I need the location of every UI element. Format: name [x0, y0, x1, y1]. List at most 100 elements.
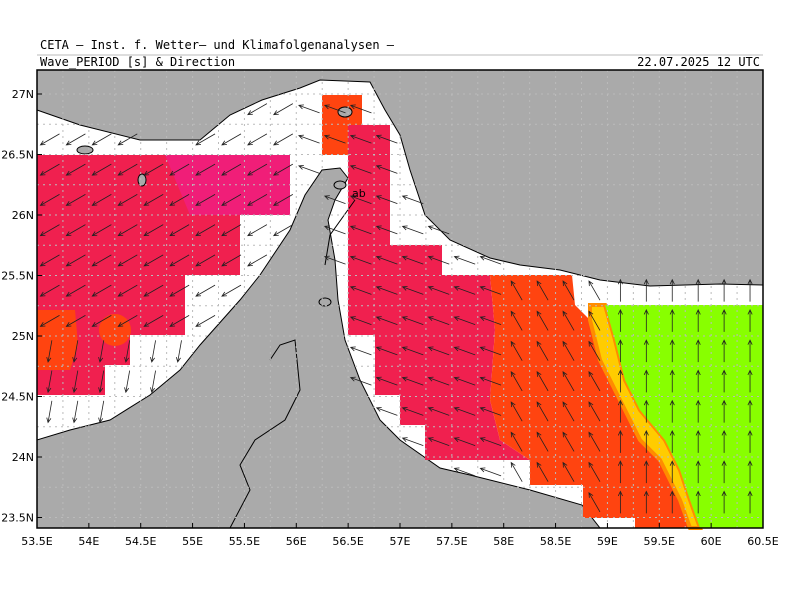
arrow: [143, 284, 164, 297]
arrow: [195, 284, 216, 297]
arrow: [349, 134, 372, 144]
arrow: [747, 399, 753, 423]
arrow: [221, 163, 242, 176]
arrow: [721, 278, 727, 302]
arrow: [124, 370, 131, 394]
arrow: [143, 163, 164, 176]
arrow: [617, 339, 623, 363]
arrow: [510, 340, 523, 361]
arrow: [349, 346, 372, 356]
map-title: Wave_PERIOD [s] & Direction: [40, 55, 235, 69]
lon-label: 55.5E: [229, 535, 260, 548]
arrow: [195, 163, 216, 176]
lat-label: 24N: [12, 451, 34, 464]
arrow: [323, 255, 346, 265]
arrow: [39, 315, 60, 327]
island: [337, 106, 353, 118]
arrow: [721, 399, 727, 423]
arrow: [272, 163, 294, 176]
arrow: [91, 284, 112, 297]
arrow: [98, 400, 105, 424]
lon-label: 54.5E: [125, 535, 156, 548]
direction-arrows: [39, 103, 753, 514]
period-red: [348, 125, 530, 460]
arrow: [479, 316, 502, 326]
arrow: [695, 429, 701, 453]
arrow: [375, 407, 398, 416]
arrow: [65, 315, 86, 327]
arrow: [721, 429, 727, 453]
arrow: [643, 339, 649, 363]
arrow: [298, 134, 320, 144]
lon-label: 57E: [390, 535, 411, 548]
arrow: [46, 370, 53, 394]
arrow: [375, 195, 398, 205]
arrow: [588, 431, 601, 452]
arrow: [39, 194, 60, 206]
border-line: [229, 339, 301, 529]
arrow: [536, 431, 549, 452]
institute: CETA – Inst. f. Wetter– und Klimafolgena…: [40, 38, 395, 52]
island: [137, 173, 147, 187]
arrow: [65, 254, 86, 267]
arrow: [643, 278, 649, 302]
arrow: [195, 254, 216, 267]
arrow: [98, 340, 105, 363]
arrow: [349, 376, 372, 386]
arrow: [695, 399, 701, 423]
arrow: [453, 437, 476, 447]
arrow: [401, 316, 424, 326]
period-green: [605, 305, 763, 528]
arrow: [349, 165, 372, 174]
islands: [76, 106, 353, 307]
arrow: [479, 255, 502, 265]
arrow: [401, 346, 424, 356]
arrow: [479, 286, 502, 295]
arrow: [39, 284, 60, 297]
arrow: [117, 133, 138, 146]
arrow: [401, 407, 424, 416]
arrow: [669, 429, 675, 453]
arrow: [669, 278, 675, 302]
arrow: [669, 308, 675, 332]
arrow: [695, 369, 701, 393]
arrow: [643, 460, 649, 484]
arrow: [169, 163, 190, 176]
arrow: [72, 370, 79, 394]
arrow: [272, 103, 294, 116]
arrow: [588, 310, 601, 331]
arrow: [401, 376, 424, 386]
arrow: [427, 346, 450, 356]
arrow: [401, 255, 424, 265]
arrow: [721, 369, 727, 393]
arrow: [588, 401, 601, 422]
arrow: [39, 224, 60, 237]
period-magenta: [165, 155, 290, 215]
arrow: [117, 194, 138, 206]
arrow: [747, 278, 753, 302]
arrow: [643, 308, 649, 332]
lat-label: 24.5N: [1, 391, 34, 404]
arrow: [479, 346, 502, 356]
arrow: [669, 369, 675, 393]
arrow: [695, 490, 701, 514]
arrow: [747, 369, 753, 393]
arrow: [669, 399, 675, 423]
arrow: [298, 104, 320, 114]
arrow: [617, 429, 623, 453]
arrow: [375, 134, 398, 144]
arrow: [221, 194, 242, 206]
arrow: [98, 370, 105, 394]
arrow: [65, 284, 86, 297]
arrow: [169, 284, 190, 297]
arrow: [562, 371, 575, 392]
arrow: [453, 346, 476, 356]
arrow: [510, 310, 523, 331]
arrow: [195, 315, 216, 327]
lon-label: 54E: [78, 535, 99, 548]
arrow: [65, 163, 86, 176]
arrow: [562, 340, 575, 361]
arrow: [91, 194, 112, 206]
arrow: [91, 224, 112, 237]
arrow: [562, 401, 575, 422]
